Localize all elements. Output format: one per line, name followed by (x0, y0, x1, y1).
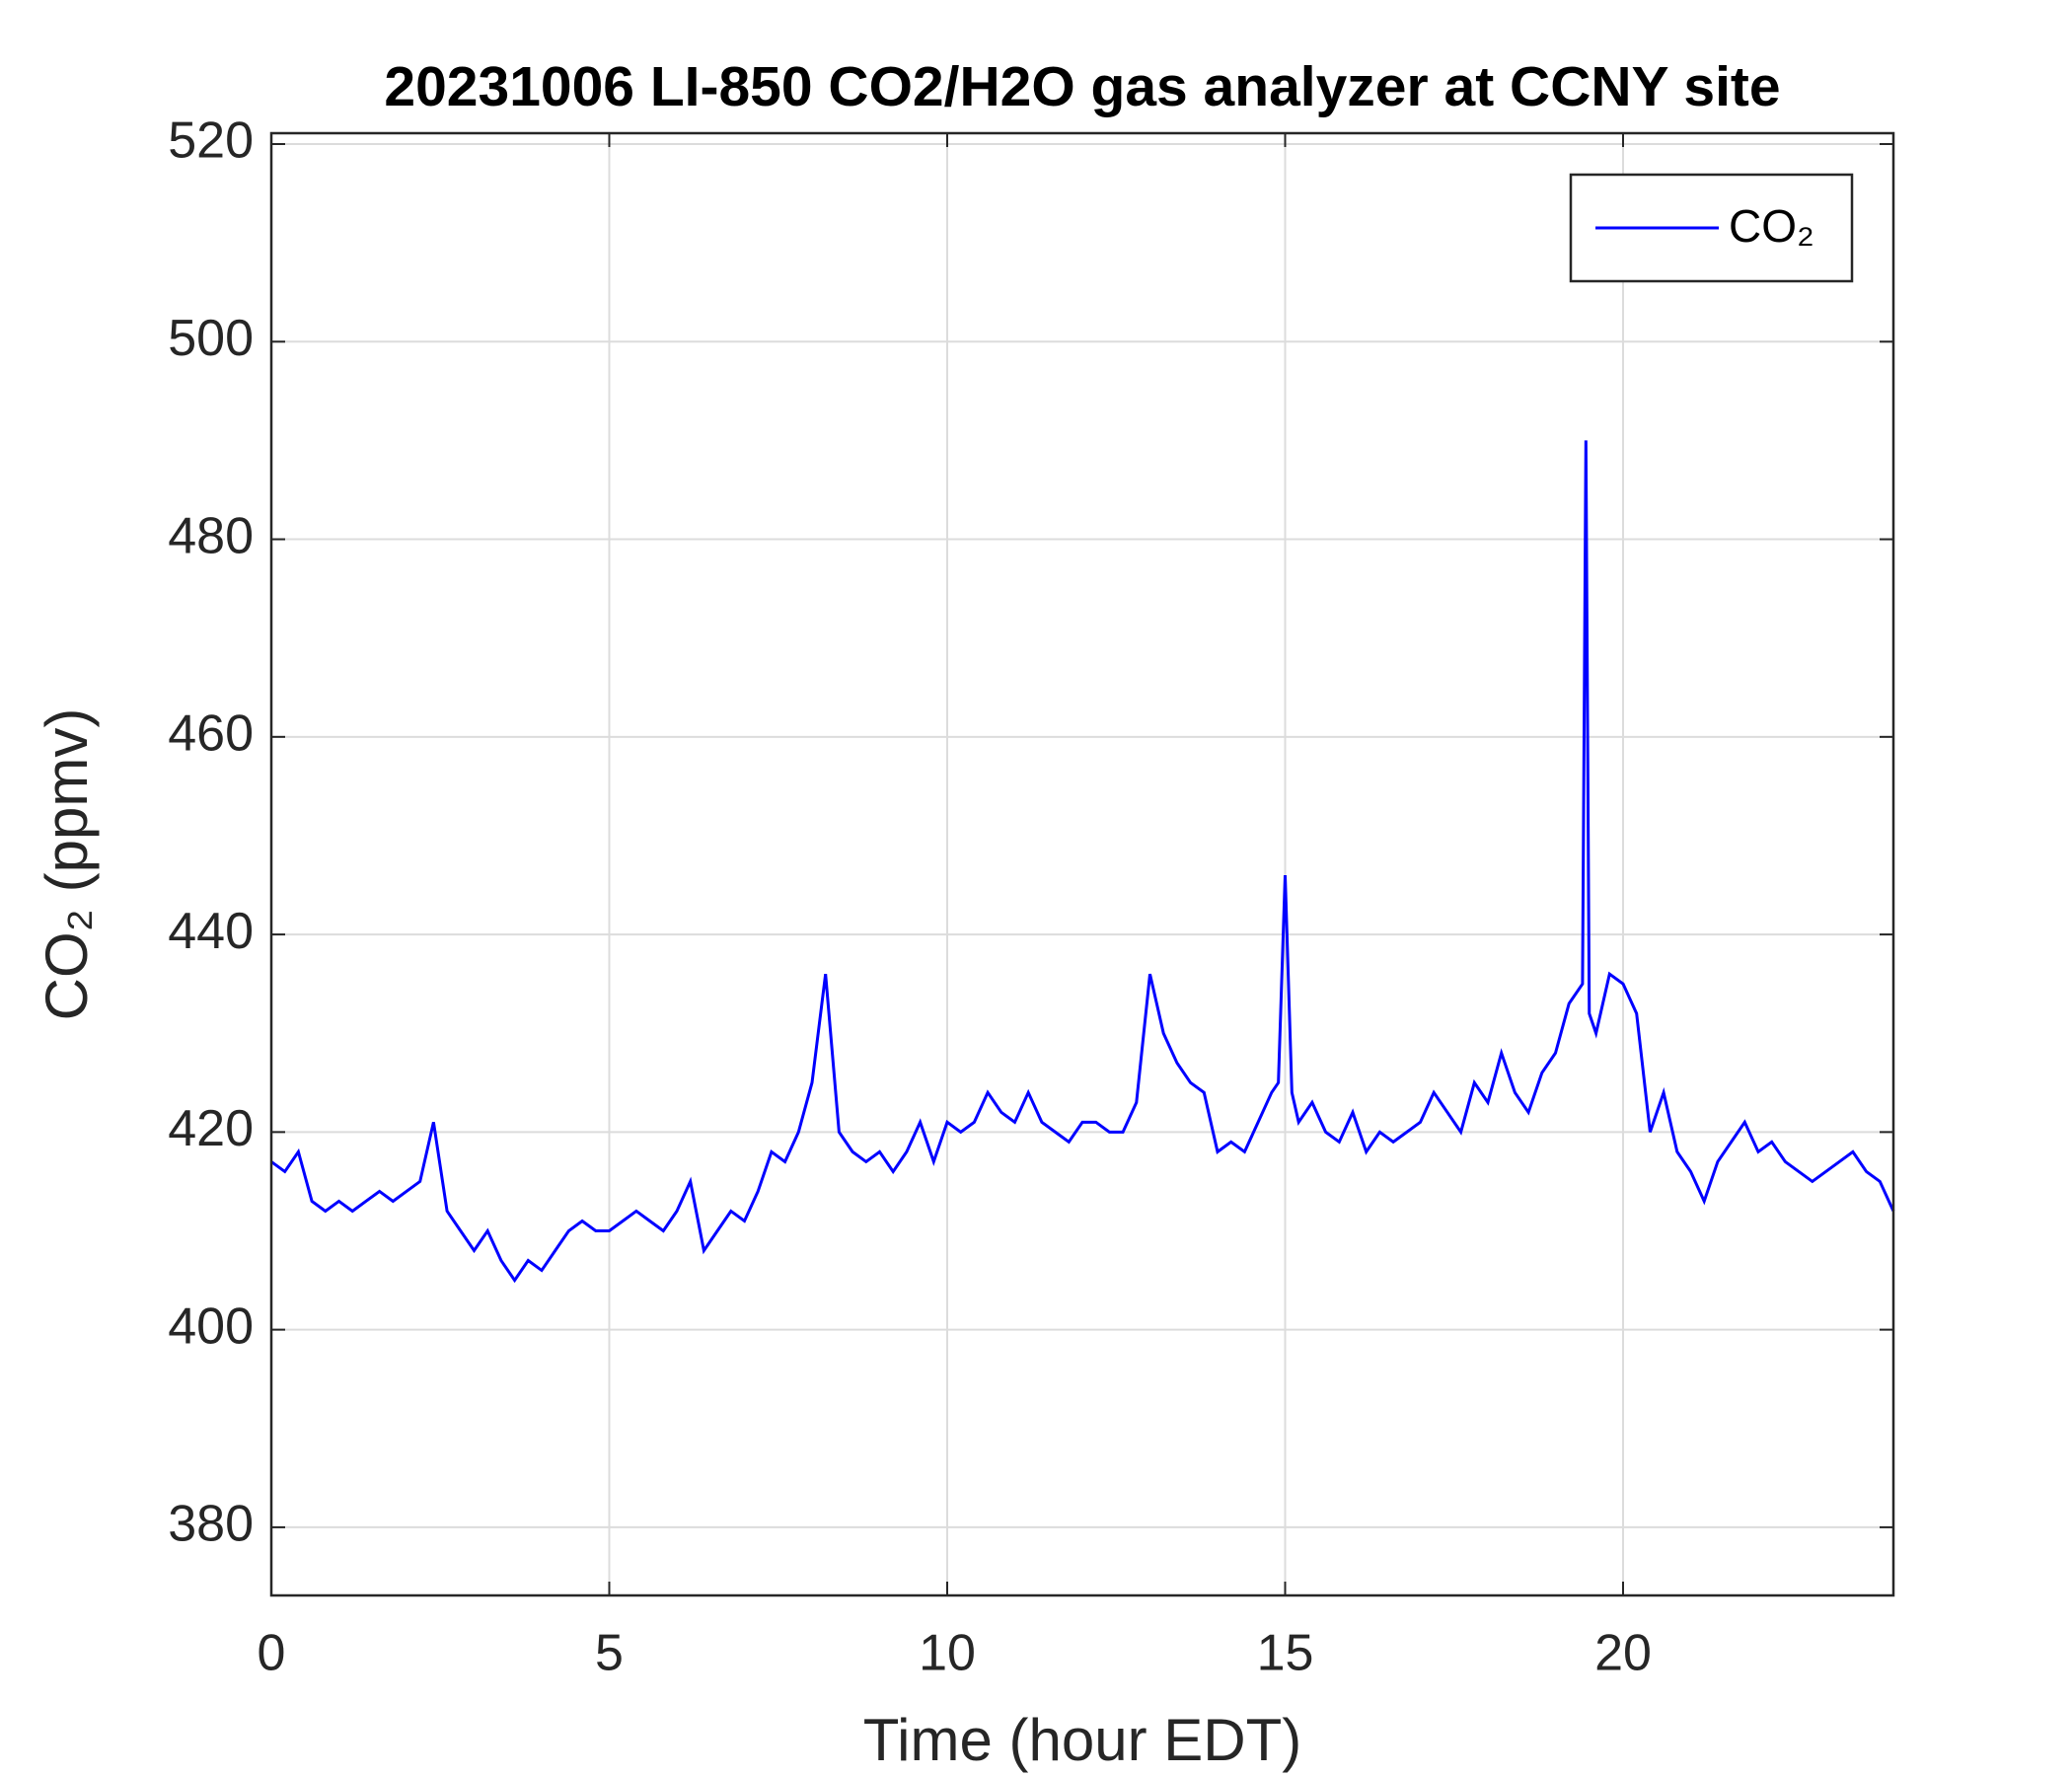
y-tick-label: 460 (168, 705, 254, 763)
y-tick-label: 500 (168, 310, 254, 367)
x-tick-label: 10 (919, 1625, 976, 1682)
x-tick-label: 20 (1594, 1625, 1652, 1682)
y-tick-label: 480 (168, 507, 254, 564)
chart-title: 20231006 LI-850 CO2/H2O gas analyzer at … (384, 55, 1780, 118)
y-tick-label: 380 (168, 1496, 254, 1553)
x-tick-label: 0 (258, 1625, 286, 1682)
y-tick-label: 520 (168, 112, 254, 170)
y-tick-label: 420 (168, 1100, 254, 1157)
x-tick-label: 5 (595, 1625, 624, 1682)
y-tick-label: 440 (168, 903, 254, 960)
data-line (270, 440, 1895, 1284)
x-axis-label: Time (hour EDT) (863, 1707, 1302, 1773)
y-axis-label: CO₂ (ppmv) (34, 708, 100, 1021)
x-tick-label: 15 (1257, 1625, 1314, 1682)
plot-frame (269, 131, 1895, 1597)
y-tick-label: 400 (168, 1297, 254, 1355)
legend-label: CO₂ (1729, 200, 1814, 252)
